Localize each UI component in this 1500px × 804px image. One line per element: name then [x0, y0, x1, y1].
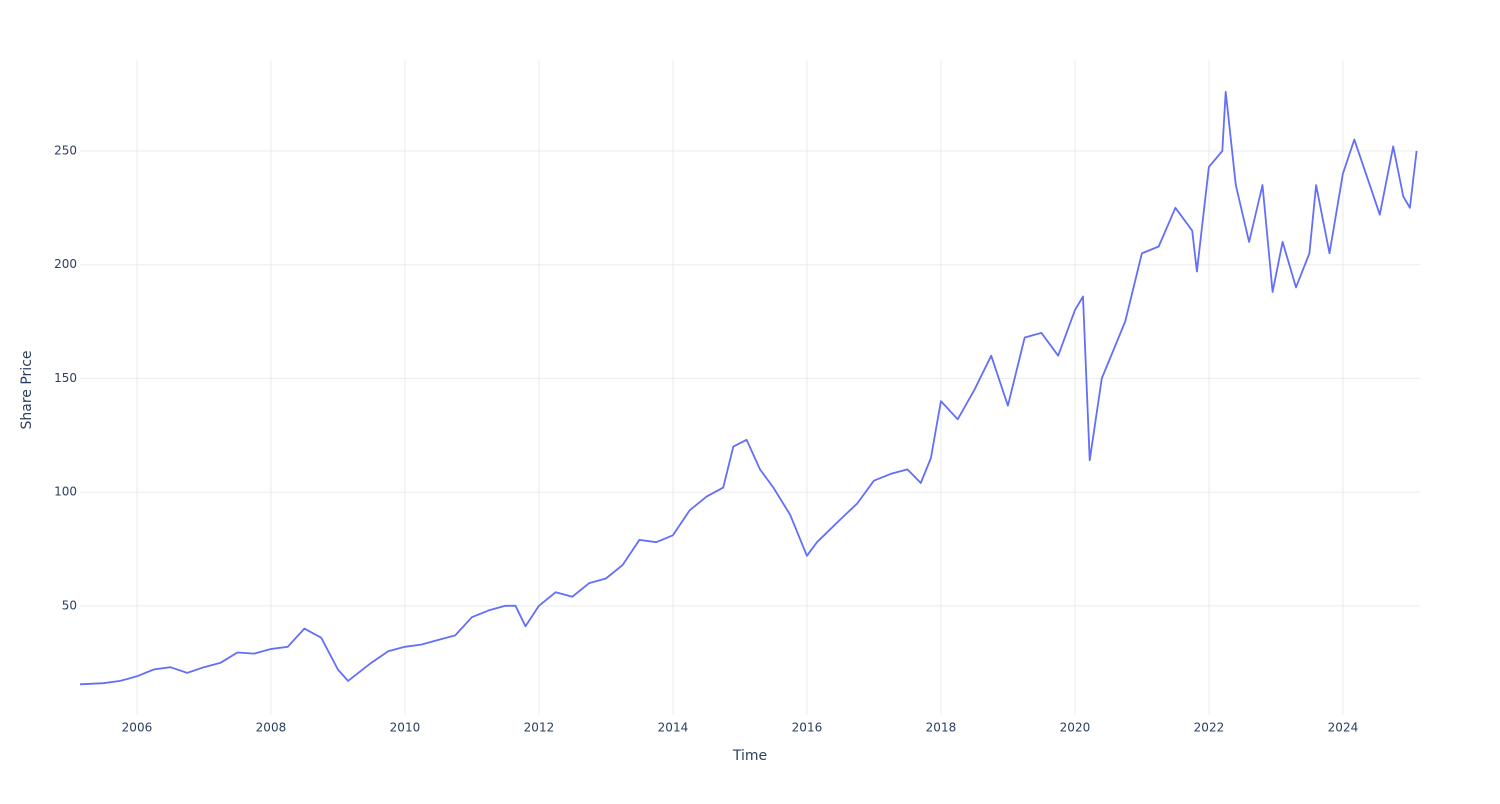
y-tick-label: 250	[54, 143, 77, 157]
x-tick-label: 2012	[524, 721, 555, 735]
x-tick-label: 2024	[1328, 721, 1359, 735]
x-tick-label: 2016	[792, 721, 823, 735]
x-tick-label: 2018	[926, 721, 957, 735]
y-tick-label: 100	[54, 485, 77, 499]
x-axis-title: Time	[732, 748, 767, 764]
line-series	[79, 90, 1418, 686]
x-tick-label: 2008	[256, 721, 287, 735]
x-tick-label: 2006	[122, 721, 153, 735]
y-tick-label: 150	[54, 371, 77, 385]
y-tick-label: 200	[54, 257, 77, 271]
x-tick-label: 2020	[1060, 721, 1091, 735]
x-tick-label: 2014	[658, 721, 689, 735]
x-tick-label: 2010	[390, 721, 421, 735]
y-tick-label: 50	[62, 598, 77, 612]
y-axis-title: Share Price	[19, 350, 35, 429]
x-tick-label: 2022	[1194, 721, 1225, 735]
